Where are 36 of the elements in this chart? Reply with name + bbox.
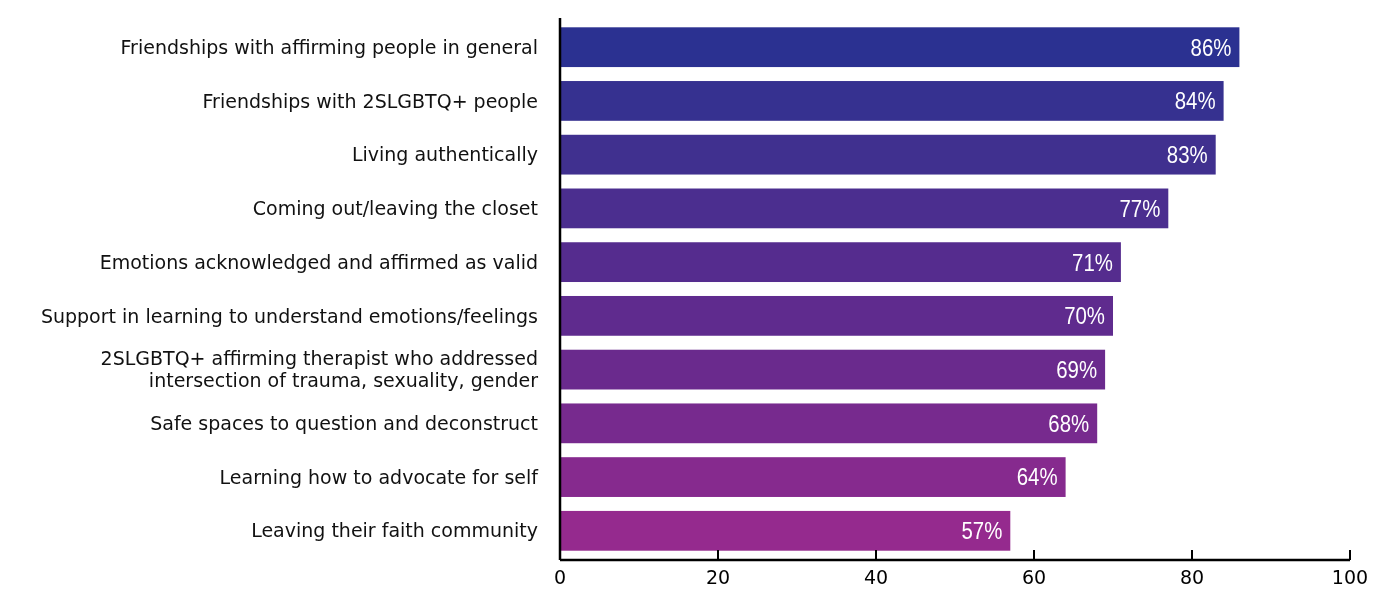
data-label: 71% [1072, 248, 1113, 276]
y-tick-label: Leaving their faith community [251, 519, 538, 542]
bar [560, 242, 1121, 283]
y-tick-label: Learning how to advocate for self [219, 465, 540, 488]
bar [560, 510, 1011, 551]
x-tick-label: 100 [1331, 566, 1369, 588]
data-label: 77% [1119, 195, 1161, 223]
y-tick-label: Friendships with 2SLGBTQ+ people [202, 89, 538, 112]
data-label: 70% [1064, 302, 1105, 330]
y-tick-label: Coming out/leaving the closet [252, 197, 538, 220]
x-tick-label: 60 [1021, 566, 1047, 588]
x-tick-label: 0 [553, 566, 567, 588]
x-tick-label: 20 [705, 566, 731, 588]
y-tick-label: Living authentically [351, 143, 538, 166]
data-label: 84% [1174, 87, 1216, 115]
bar [560, 403, 1098, 444]
y-tick-label: 2SLGBTQ+ affirming therapist who addressed intersection of trauma, sexuality, gender [100, 347, 539, 392]
bar [560, 295, 1113, 336]
bar [560, 349, 1106, 390]
y-tick-label: Emotions acknowledged and affirmed as valid [99, 250, 538, 273]
data-label: 64% [1016, 463, 1058, 491]
bar [560, 134, 1216, 175]
data-label: 86% [1190, 34, 1232, 61]
bar [560, 27, 1240, 68]
x-tick-label: 80 [1179, 566, 1205, 588]
data-label: 83% [1166, 141, 1208, 169]
bar [560, 81, 1224, 121]
data-label: 57% [961, 517, 1003, 545]
y-tick-label: Friendships with affirming people in general [120, 35, 538, 58]
y-tick-label: Support in learning to understand emotions/feelings [40, 304, 538, 327]
data-label: 68% [1048, 410, 1090, 438]
data-label: 69% [1056, 356, 1098, 384]
y-tick-label: Safe spaces to question and deconstruct [150, 411, 538, 434]
bar [560, 457, 1066, 497]
x-tick-label: 40 [863, 566, 889, 588]
bar [560, 188, 1169, 229]
